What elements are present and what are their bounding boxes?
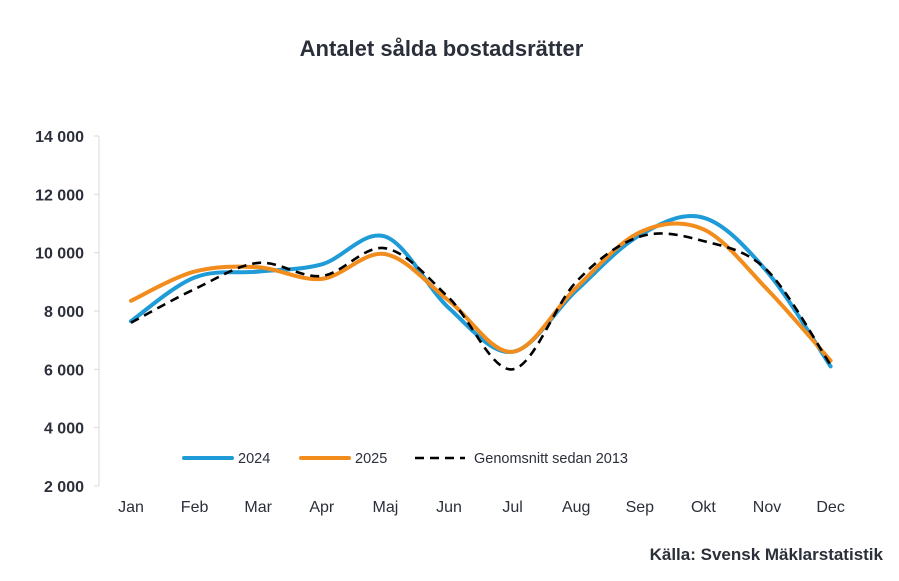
legend: 2024 2025 Genomsnitt sedan 2013 (182, 451, 628, 467)
x-tick-label: Jul (502, 499, 522, 516)
y-tick-label: 6 000 (44, 362, 84, 379)
legend-label: Genomsnitt sedan 2013 (474, 451, 628, 467)
x-tick-label: Jun (436, 499, 462, 516)
x-tick-label: Aug (562, 499, 590, 516)
x-tick-label: Sep (626, 499, 655, 516)
x-tick-label: Dec (816, 499, 844, 516)
axes: 2 000 4 000 6 000 8 000 10 000 12 000 14 000 Ja… (35, 129, 845, 516)
y-tick-label: 14 000 (35, 129, 84, 146)
x-tick-label: Feb (181, 499, 209, 516)
chart-title: Antalet sålda bostadsrätter (299, 36, 584, 61)
series-line-2024 (129, 214, 833, 369)
x-tick-label: Okt (691, 499, 716, 516)
series-lines (129, 214, 833, 371)
legend-label: 2025 (355, 451, 387, 467)
x-tick-label: Nov (753, 499, 781, 516)
y-tick-label: 4 000 (44, 421, 84, 438)
series-line-genomsnitt-sedan-2013 (130, 232, 832, 371)
y-tick-label: 12 000 (35, 187, 84, 204)
x-tick-label: Apr (309, 499, 335, 516)
y-tick-label: 2 000 (44, 479, 84, 496)
source-note: Källa: Svensk Mäklarstatistik (649, 545, 883, 564)
x-tick-label: Maj (373, 499, 399, 516)
x-tick-label: Mar (244, 499, 272, 516)
legend-label: 2024 (238, 451, 270, 467)
x-tick-label: Jan (118, 499, 144, 516)
y-tick-label: 10 000 (35, 246, 84, 263)
y-tick-label: 8 000 (44, 304, 84, 321)
series-line-2025 (129, 221, 833, 363)
